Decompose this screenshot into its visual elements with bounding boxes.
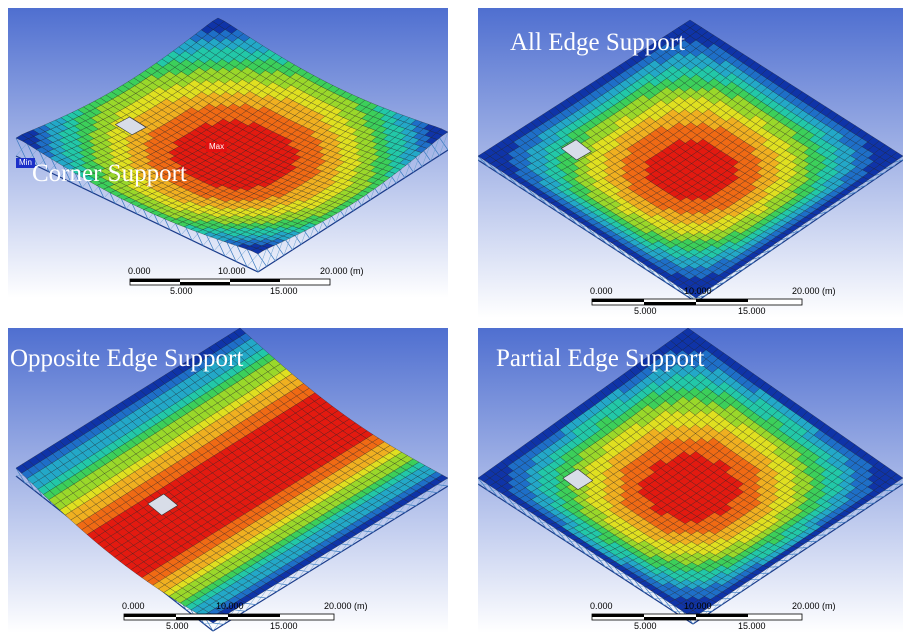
scale-label-15: 15.000 — [738, 306, 766, 316]
contour-mesh — [15, 328, 448, 624]
scale-label-5: 5.000 — [170, 286, 193, 296]
plate-opening — [114, 116, 147, 136]
scale-label-10: 10.000 — [216, 601, 244, 611]
min-tag: Min — [16, 158, 35, 168]
scale-label-20: 20.000 (m) — [324, 601, 368, 611]
scale-bar: 0.000 10.000 20.000 (m) 5.000 15.000 — [590, 286, 860, 318]
max-tag: Max — [206, 142, 228, 152]
scale-label-5: 5.000 — [634, 621, 657, 631]
scale-bar-graphic — [123, 613, 335, 621]
scale-label-15: 15.000 — [738, 621, 766, 631]
panel-title: Corner Support — [32, 160, 187, 187]
scale-label-5: 5.000 — [166, 621, 189, 631]
scale-label-15: 15.000 — [270, 286, 298, 296]
scale-bar: 0.000 10.000 20.000 (m) 5.000 15.000 — [122, 601, 392, 633]
panel-corner-support: Min Max Corner Support 0.000 10.000 20.0… — [8, 8, 448, 298]
contour-mesh — [478, 19, 903, 299]
scale-bar: 0.000 10.000 20.000 (m) 5.000 15.000 — [128, 266, 388, 298]
plate-render — [478, 328, 903, 633]
scale-label-0: 0.000 — [590, 286, 613, 296]
scale-label-5: 5.000 — [634, 306, 657, 316]
plate-opening — [562, 468, 594, 490]
plate-opening — [560, 139, 592, 161]
contour-mesh — [15, 17, 448, 255]
plate-render — [8, 8, 448, 298]
truss-frame — [478, 477, 903, 625]
panel-partial-edge-support: Partial Edge Support 0.000 10.000 20.000… — [478, 328, 903, 633]
scale-label-0: 0.000 — [590, 601, 613, 611]
truss-frame — [478, 155, 903, 303]
scale-label-10: 10.000 — [218, 266, 246, 276]
scale-label-0: 0.000 — [128, 266, 151, 276]
panel-title: All Edge Support — [510, 29, 685, 56]
scale-bar-graphic — [591, 613, 803, 621]
contour-mesh — [478, 328, 903, 619]
scale-label-10: 10.000 — [684, 601, 712, 611]
scale-bar-graphic — [129, 278, 331, 286]
scale-label-20: 20.000 (m) — [792, 286, 836, 296]
plate-render — [478, 8, 903, 318]
plate-render — [8, 328, 448, 633]
panel-title: Opposite Edge Support — [10, 345, 244, 372]
scale-label-10: 10.000 — [684, 286, 712, 296]
scale-label-0: 0.000 — [122, 601, 145, 611]
scale-label-20: 20.000 (m) — [792, 601, 836, 611]
scale-bar-graphic — [591, 298, 803, 306]
panel-opposite-edge-support: Opposite Edge Support 0.000 10.000 20.00… — [8, 328, 448, 633]
panel-all-edge-support: All Edge Support 0.000 10.000 20.000 (m)… — [478, 8, 903, 318]
scale-bar: 0.000 10.000 20.000 (m) 5.000 15.000 — [590, 601, 860, 633]
plate-opening — [147, 493, 179, 516]
scale-label-20: 20.000 (m) — [320, 266, 364, 276]
scale-label-15: 15.000 — [270, 621, 298, 631]
panel-title: Partial Edge Support — [496, 345, 705, 372]
